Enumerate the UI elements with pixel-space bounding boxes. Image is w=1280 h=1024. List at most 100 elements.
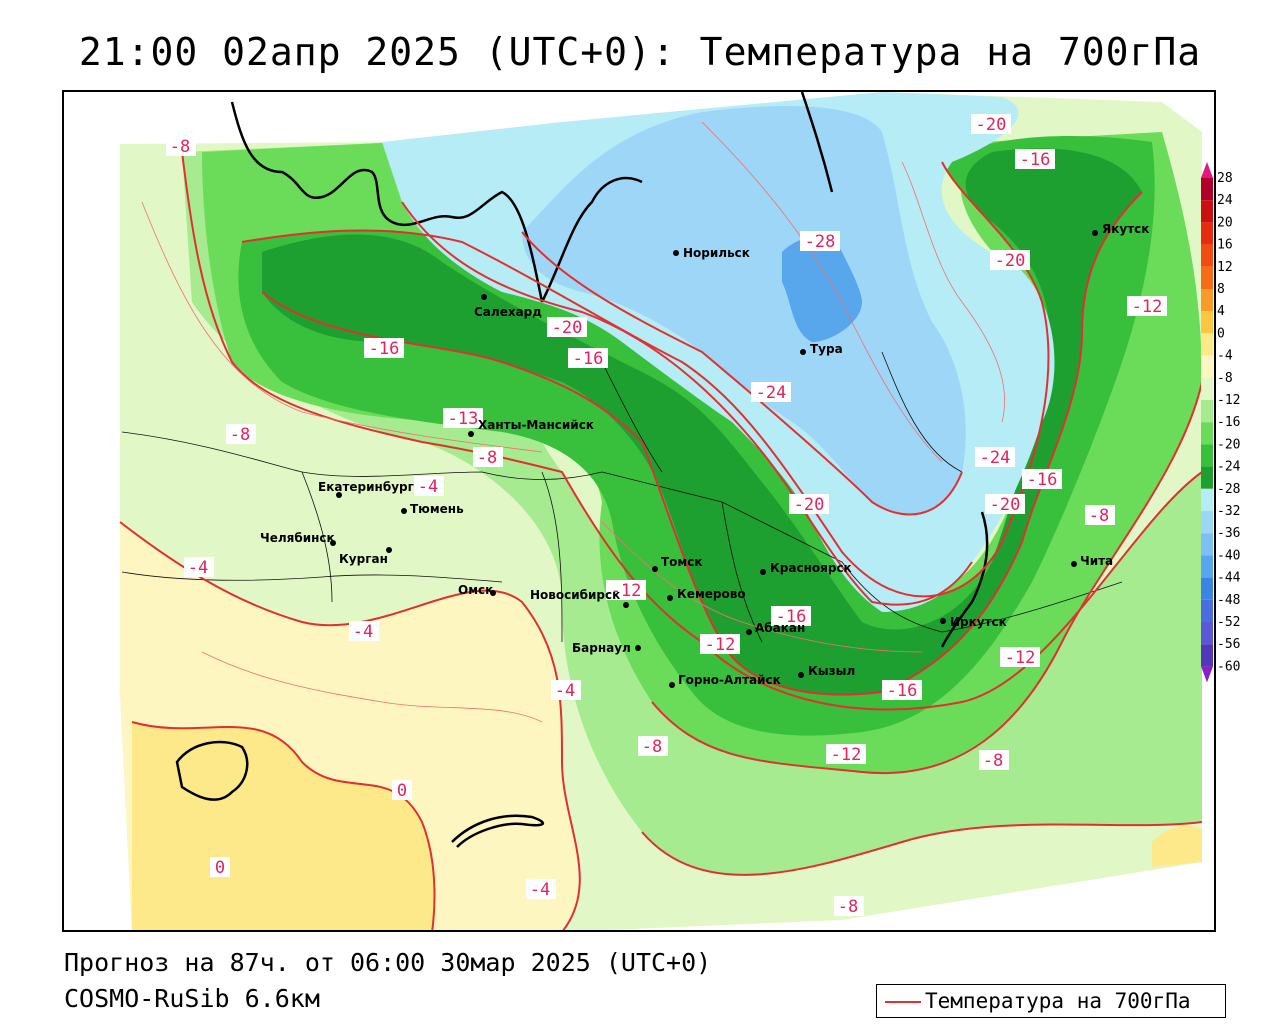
svg-text:Иркутск: Иркутск — [950, 615, 1007, 629]
svg-text:Кемерово: Кемерово — [677, 587, 746, 601]
colorbar-segment — [1201, 200, 1213, 223]
iso-label: -13 — [448, 409, 479, 429]
iso-label: -24 — [980, 448, 1011, 468]
iso-label: -16 — [887, 681, 918, 701]
city-marker: Чита — [1071, 554, 1113, 568]
city-marker: Салехард — [474, 294, 542, 319]
colorbar-segment — [1201, 244, 1213, 267]
svg-text:Салехард: Салехард — [474, 305, 542, 319]
colorbar-tick-label: -4 — [1217, 349, 1233, 364]
colorbar-segment — [1201, 400, 1213, 423]
isotherm-labels: -8 -8 -16 -13 -8 -4 -4 -4 -4 -8 0 0 -4 -… — [166, 114, 1167, 917]
colorbar-tick-label: 4 — [1217, 304, 1225, 319]
svg-text:Курган: Курган — [339, 552, 388, 566]
iso-label: -20 — [995, 251, 1026, 271]
iso-label: -12 — [611, 581, 642, 601]
city-marker: Якутск — [1092, 222, 1149, 236]
svg-text:Якутск: Якутск — [1102, 222, 1149, 236]
colorbar-segment — [1201, 599, 1213, 622]
model-name: COSMO-RuSib 6.6км — [64, 984, 320, 1013]
map-canvas: -8 -8 -16 -13 -8 -4 -4 -4 -4 -8 0 0 -4 -… — [64, 92, 1214, 930]
colorbar-tick-label: -36 — [1217, 526, 1240, 541]
svg-text:Абакан: Абакан — [755, 621, 805, 635]
lake-balkhash — [451, 814, 545, 848]
iso-label: -20 — [976, 115, 1007, 135]
svg-text:Красноярск: Красноярск — [770, 561, 852, 575]
colorbar-segment — [1201, 289, 1213, 312]
zone-0-4b — [1152, 825, 1202, 867]
iso-label: -24 — [756, 383, 787, 403]
svg-text:Томск: Томск — [661, 555, 703, 569]
colorbar: 28 24 20 16 12 8 4 0 -4 -8 -12 -16 -20 -24 -28 -32 -36 -4… — [1201, 162, 1241, 683]
colorbar-segment — [1201, 377, 1213, 400]
colorbar-segment — [1201, 622, 1213, 645]
iso-label: -16 — [573, 349, 604, 369]
colorbar-tick-label: 16 — [1217, 238, 1233, 253]
colorbar-top-arrow — [1201, 162, 1213, 178]
colorbar-segment — [1201, 488, 1213, 511]
colorbar-segment — [1201, 511, 1213, 534]
colorbar-tick-label: -32 — [1217, 504, 1240, 519]
iso-label: -4 — [353, 622, 373, 642]
colorbar-segment — [1201, 178, 1213, 201]
colorbar-segment — [1201, 422, 1213, 445]
colorbar-segment — [1201, 533, 1213, 556]
colorbar-tick-label: -40 — [1217, 548, 1240, 563]
iso-label: -8 — [983, 751, 1003, 771]
iso-label: -4 — [555, 681, 575, 701]
colorbar-tick-label: 0 — [1217, 326, 1225, 341]
iso-label: -4 — [530, 880, 550, 900]
colorbar-tick-label: -48 — [1217, 593, 1240, 608]
city-marker: Омск — [458, 583, 496, 597]
forecast-info: Прогноз на 87ч. от 06:00 30мар 2025 (UTC… — [64, 948, 712, 977]
iso-label: -4 — [418, 477, 438, 497]
colorbar-tick-label: 8 — [1217, 282, 1225, 297]
colorbar-tick-label: -28 — [1217, 482, 1240, 497]
zone-0-4 — [132, 722, 435, 930]
svg-text:Норильск: Норильск — [683, 246, 750, 260]
zone-minus28-24 — [522, 106, 966, 515]
svg-text:Челябинск: Челябинск — [260, 531, 335, 545]
iso-label: -20 — [552, 318, 583, 338]
colorbar-tick-label: -56 — [1217, 637, 1240, 652]
svg-text:Горно-Алтайск: Горно-Алтайск — [678, 673, 781, 687]
svg-text:Екатеринбург: Екатеринбург — [318, 480, 414, 494]
city-marker: Кызыл — [798, 664, 855, 678]
iso-label: -16 — [369, 339, 400, 359]
svg-text:Чита: Чита — [1080, 554, 1113, 568]
colorbar-segment — [1201, 355, 1213, 378]
iso-label: 0 — [397, 781, 407, 801]
iso-label: -8 — [838, 897, 858, 917]
city-marker: Горно-Алтайск — [669, 673, 781, 688]
zone-minus32-28 — [782, 237, 862, 342]
colorbar-tick-label: -60 — [1217, 659, 1240, 674]
iso-label: -8 — [230, 425, 250, 445]
colorbar-segment — [1201, 444, 1213, 467]
city-marker: Томск — [652, 555, 703, 572]
city-marker: Тюмень — [401, 502, 464, 516]
aral-sea — [175, 740, 249, 801]
svg-text:Новосибирск: Новосибирск — [530, 588, 620, 602]
iso-label: -12 — [1005, 648, 1036, 668]
city-marker: Тура — [800, 342, 843, 356]
svg-text:Омск: Омск — [458, 583, 493, 597]
svg-text:Кызыл: Кызыл — [808, 664, 855, 678]
colorbar-tick-label: 24 — [1217, 193, 1233, 208]
iso-label: -20 — [990, 495, 1021, 515]
temperature-map: -8 -8 -16 -13 -8 -4 -4 -4 -4 -8 0 0 -4 -… — [62, 90, 1216, 932]
colorbar-tick-label: 12 — [1217, 260, 1233, 275]
iso-label: -8 — [1089, 506, 1109, 526]
city-marker: Екатеринбург — [318, 480, 414, 498]
colorbar-tick-label: 28 — [1217, 171, 1233, 186]
colorbar-segment — [1201, 266, 1213, 289]
cities: Норильск Салехард Тура Ханты-Мансийск Ек… — [260, 222, 1149, 688]
legend-label: Температура на 700гПа — [925, 989, 1191, 1013]
iso-label: 0 — [215, 858, 225, 878]
svg-text:Ханты-Мансийск: Ханты-Мансийск — [478, 418, 594, 432]
colorbar-segment — [1201, 311, 1213, 334]
legend-line-swatch — [885, 1001, 921, 1003]
colorbar-tick-label: 20 — [1217, 215, 1233, 230]
colorbar-segment — [1201, 333, 1213, 356]
iso-label: -20 — [794, 495, 825, 515]
colorbar-segment — [1201, 222, 1213, 245]
